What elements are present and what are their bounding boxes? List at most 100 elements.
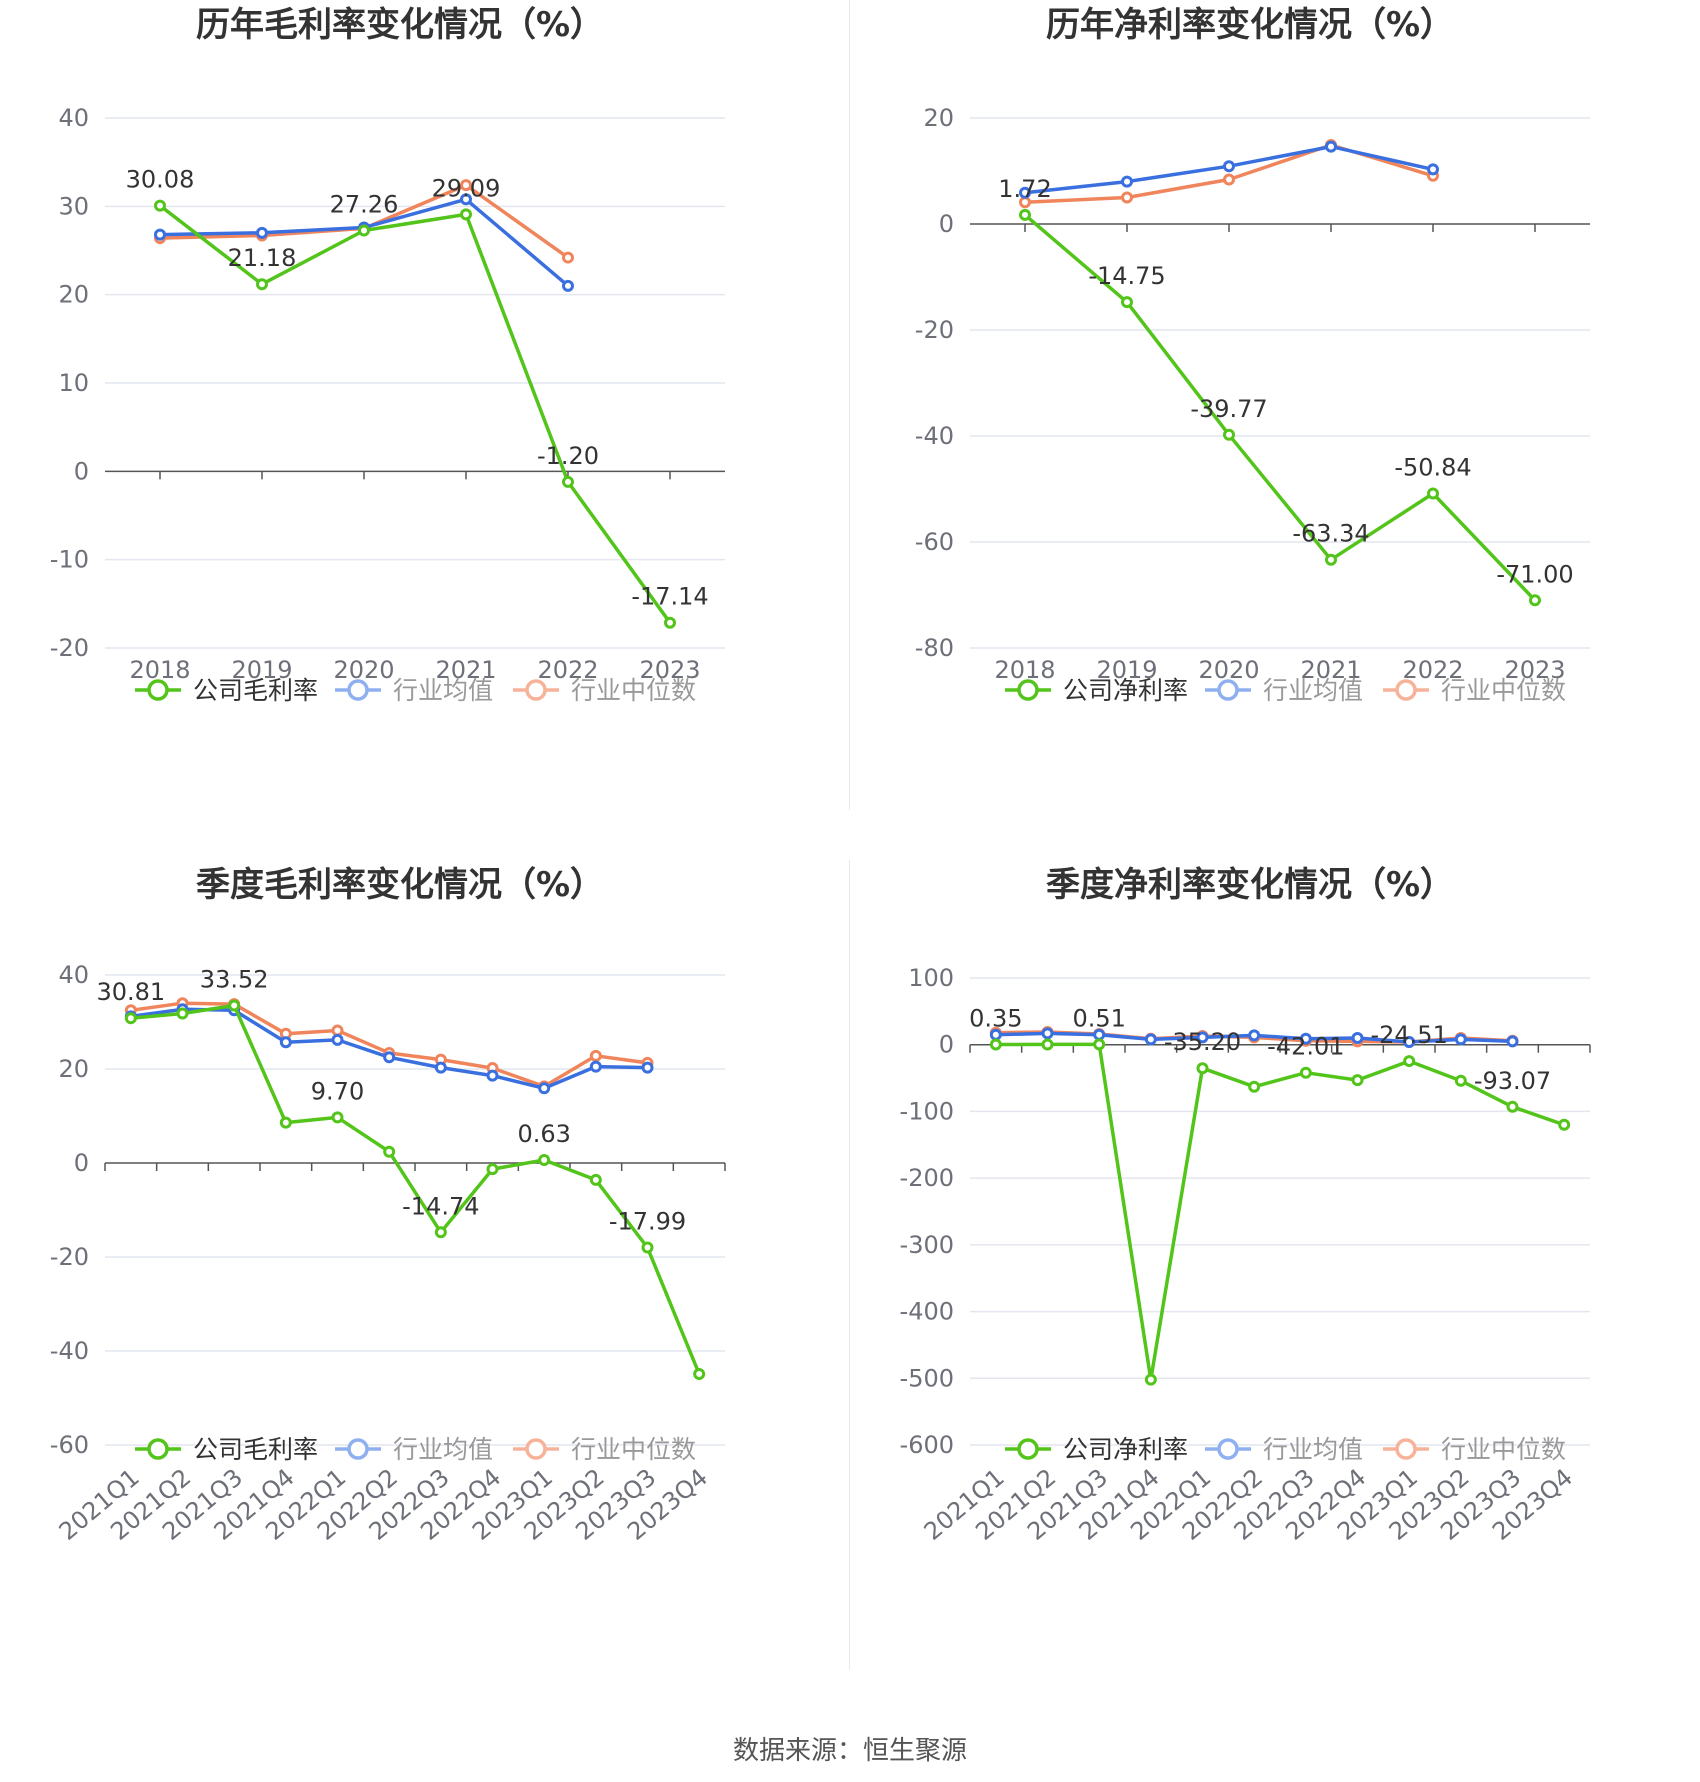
y-tick-label: -40 bbox=[50, 1337, 89, 1365]
data-label: -93.07 bbox=[1474, 1067, 1551, 1095]
data-point bbox=[256, 278, 268, 291]
data-label: -14.75 bbox=[1088, 262, 1165, 290]
vertical-divider-bottom bbox=[849, 860, 850, 1670]
data-label: -39.77 bbox=[1190, 395, 1267, 423]
data-point bbox=[279, 1116, 292, 1129]
legend-swatch-marker bbox=[147, 679, 169, 701]
y-tick-label: 0 bbox=[74, 457, 89, 485]
data-label: 0.51 bbox=[1072, 1004, 1125, 1032]
y-tick-label: -20 bbox=[915, 316, 954, 344]
data-point bbox=[1325, 140, 1337, 153]
y-tick-label: 20 bbox=[58, 1055, 89, 1083]
data-point bbox=[989, 1038, 1002, 1051]
data-point bbox=[154, 228, 166, 241]
data-point bbox=[486, 1069, 499, 1082]
legend-label: 公司净利率 bbox=[1063, 676, 1188, 705]
chart-title: 历年毛利率变化情况（%） bbox=[196, 5, 604, 45]
data-point bbox=[1351, 1074, 1364, 1087]
data-point bbox=[486, 1163, 499, 1176]
series-line-0 bbox=[130, 1003, 701, 1375]
legend-swatch-marker bbox=[1217, 679, 1239, 701]
data-point bbox=[1196, 1062, 1209, 1075]
data-point bbox=[562, 475, 574, 488]
data-point bbox=[589, 1173, 602, 1186]
chart-title: 季度毛利率变化情况（%） bbox=[196, 865, 604, 905]
y-tick-label: 20 bbox=[58, 281, 89, 309]
data-label: 27.26 bbox=[330, 191, 399, 219]
data-point bbox=[1325, 553, 1337, 566]
data-point bbox=[1506, 1035, 1519, 1048]
data-point bbox=[460, 193, 472, 206]
data-point bbox=[664, 616, 676, 629]
y-tick-label: -10 bbox=[50, 546, 89, 574]
data-point bbox=[1506, 1100, 1519, 1113]
quarterly-gross-margin-chart: 季度毛利率变化情况（%） 40 20 0 -20 -40 -60 2021Q1 2021Q2 20… bbox=[0, 860, 850, 1720]
y-tick-label: 0 bbox=[74, 1149, 89, 1177]
chart-title: 季度净利率变化情况（%） bbox=[1046, 865, 1454, 905]
y-tick-label: -60 bbox=[915, 528, 954, 556]
legend-swatch-marker bbox=[1017, 1438, 1039, 1460]
chart-svg: 季度毛利率变化情况（%）40200-20-40-602021Q12021Q220… bbox=[50, 865, 726, 1546]
data-point bbox=[331, 1033, 344, 1046]
y-tick-label: 0 bbox=[939, 210, 954, 238]
data-label: -50.84 bbox=[1394, 453, 1471, 481]
x-tick-label: 2018 bbox=[129, 656, 190, 684]
data-label: -63.34 bbox=[1292, 520, 1369, 548]
data-point bbox=[693, 1368, 706, 1381]
data-label: 0.35 bbox=[969, 1004, 1022, 1032]
data-point bbox=[460, 208, 472, 221]
data-label: -14.74 bbox=[402, 1192, 479, 1220]
y-tick-label: -60 bbox=[50, 1431, 89, 1459]
y-tick-label: -20 bbox=[50, 634, 89, 662]
data-point bbox=[1019, 208, 1031, 221]
data-point bbox=[1454, 1033, 1467, 1046]
data-point bbox=[562, 279, 574, 292]
legend-swatch-marker bbox=[525, 1438, 547, 1460]
data-point bbox=[1144, 1033, 1157, 1046]
data-point bbox=[1299, 1066, 1312, 1079]
x-tick-label: 2023 bbox=[1504, 656, 1565, 684]
data-point bbox=[1403, 1055, 1416, 1068]
data-point bbox=[1529, 594, 1541, 607]
data-point bbox=[538, 1082, 551, 1095]
data-point bbox=[176, 1007, 189, 1020]
data-point bbox=[1248, 1080, 1261, 1093]
legend-label: 公司毛利率 bbox=[193, 676, 318, 705]
data-point bbox=[1427, 163, 1439, 176]
series-line-0 bbox=[158, 204, 672, 624]
data-point bbox=[228, 999, 241, 1012]
data-point bbox=[1248, 1029, 1261, 1042]
data-label: 0.63 bbox=[517, 1120, 570, 1148]
data-point bbox=[279, 1036, 292, 1049]
chart-svg: 历年毛利率变化情况（%） 40 30 20 10 0 -10 -20 2018 2019 2020 2… bbox=[50, 5, 725, 705]
data-point bbox=[562, 251, 574, 264]
legend-swatch-marker bbox=[1395, 1438, 1417, 1460]
legend-swatch-marker bbox=[1395, 679, 1417, 701]
data-point bbox=[1558, 1118, 1571, 1131]
y-tick-label: -200 bbox=[900, 1164, 954, 1192]
y-tick-label: 30 bbox=[58, 192, 89, 220]
legend-label: 公司毛利率 bbox=[193, 1435, 318, 1464]
data-point bbox=[460, 179, 472, 192]
legend-swatch-marker bbox=[347, 679, 369, 701]
data-point bbox=[1299, 1032, 1312, 1045]
data-source-note: 数据来源：恒生聚源 bbox=[732, 1736, 967, 1766]
legend-label: 行业中位数 bbox=[1441, 676, 1566, 705]
series-line-0 bbox=[1023, 213, 1537, 602]
chart-svg: 季度净利率变化情况（%） 100 0 -100 -200 -300 -400 -500 -600… bbox=[900, 865, 1591, 1546]
data-label: -42.01 bbox=[1267, 1033, 1344, 1061]
legend-label: 行业中位数 bbox=[571, 676, 696, 705]
x-tick-label: 2019 bbox=[231, 656, 292, 684]
x-tick-label: 2021 bbox=[1300, 656, 1361, 684]
y-tick-label: -500 bbox=[900, 1364, 954, 1392]
data-point bbox=[358, 224, 370, 237]
y-tick-label: -100 bbox=[900, 1097, 954, 1125]
data-point bbox=[1351, 1032, 1364, 1045]
y-tick-label: 100 bbox=[908, 964, 954, 992]
x-tick-label: 2022 bbox=[1402, 656, 1463, 684]
data-label: 30.08 bbox=[126, 166, 195, 194]
data-label: -24.51 bbox=[1370, 1021, 1447, 1049]
x-tick-label: 2023 bbox=[639, 656, 700, 684]
data-point bbox=[538, 1154, 551, 1167]
